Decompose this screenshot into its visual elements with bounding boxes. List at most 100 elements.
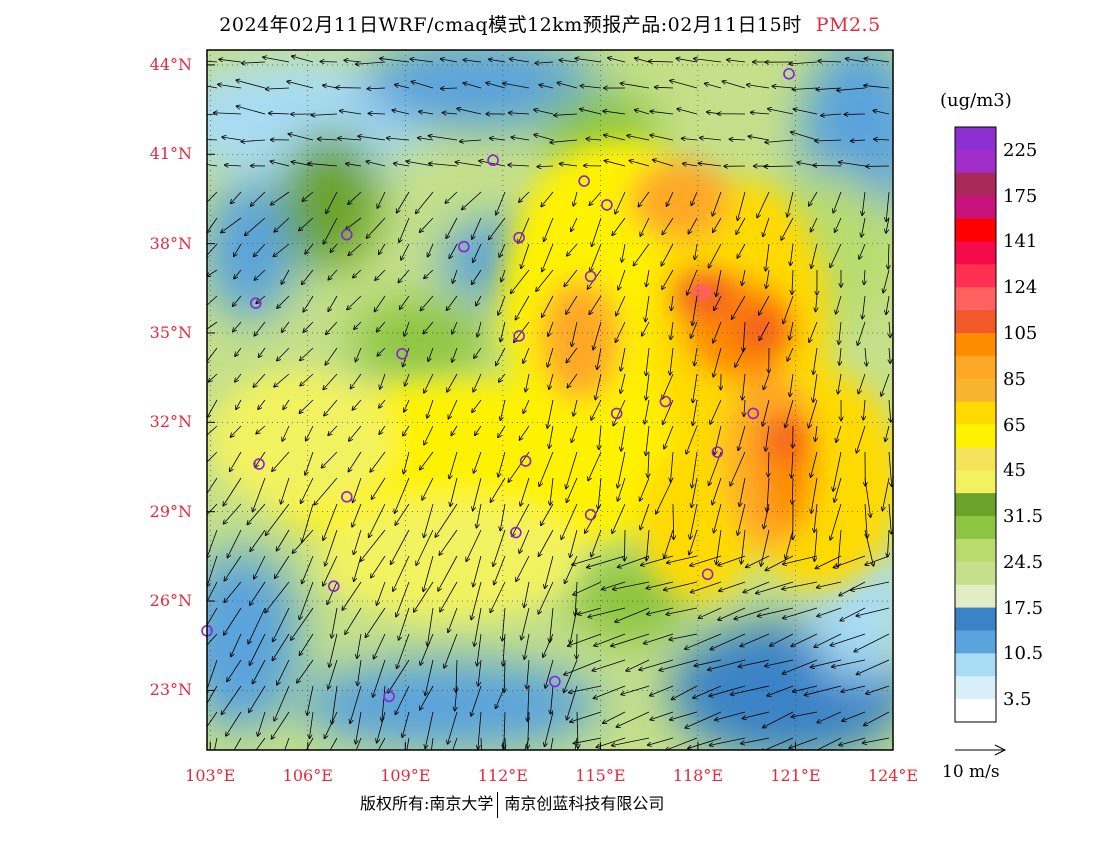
wind-vector <box>589 191 602 205</box>
wind-vector <box>713 217 722 232</box>
wind-vector <box>543 633 554 657</box>
wind-vector <box>669 633 698 640</box>
wind-vector <box>791 711 818 717</box>
wind-vector <box>832 659 866 667</box>
wind-vector <box>510 59 530 63</box>
wind-vector <box>716 269 722 296</box>
wind-vector <box>590 243 602 272</box>
wind-vector <box>429 136 458 141</box>
wind-vector <box>646 529 650 560</box>
wind-vector <box>338 138 362 140</box>
wind-vector <box>300 373 314 386</box>
wind-vector <box>425 711 434 748</box>
wind-vector <box>534 110 554 115</box>
wind-vector <box>765 555 794 570</box>
wind-vector <box>613 581 650 589</box>
wind-vector <box>864 269 865 284</box>
wind-vector <box>223 477 242 506</box>
wind-vector <box>648 737 674 745</box>
wind-vector <box>690 555 722 566</box>
wind-reference-arrow <box>955 744 1007 756</box>
wind-vector <box>691 581 722 592</box>
wind-vector <box>503 633 505 666</box>
wind-vector <box>398 269 410 282</box>
wind-vector <box>863 737 890 743</box>
wind-vector <box>791 633 818 646</box>
wind-vector <box>598 477 602 509</box>
wind-vector <box>440 581 458 612</box>
wind-vector <box>738 659 770 667</box>
wind-vector <box>473 373 482 392</box>
wind-vector <box>354 555 362 581</box>
wind-vector <box>545 555 554 588</box>
wind-vector <box>691 477 698 507</box>
wind-vector <box>792 269 793 294</box>
station-marker <box>659 395 672 408</box>
wind-vector <box>236 80 266 89</box>
wind-vector <box>640 217 650 236</box>
wind-vector <box>783 607 818 618</box>
colorbar-swatch <box>955 561 996 586</box>
wind-vector <box>873 111 890 115</box>
wind-vector <box>480 737 482 750</box>
wind-vector <box>695 243 697 259</box>
wind-vector <box>534 135 554 141</box>
wind-vector <box>438 555 458 591</box>
wind-vector <box>221 685 242 714</box>
wind-vector <box>249 633 266 665</box>
wind-vector <box>633 243 650 266</box>
wind-vector <box>536 269 554 291</box>
wind-vector <box>521 243 530 268</box>
wind-vector <box>687 269 698 295</box>
wind-vector <box>300 347 314 360</box>
wind-vector <box>790 373 794 396</box>
wind-vector <box>595 373 602 399</box>
wind-vector <box>500 503 506 530</box>
wind-vector <box>663 399 674 424</box>
wind-vector <box>372 477 386 499</box>
wind-vector <box>748 136 770 141</box>
wind-vector <box>435 503 458 537</box>
wind-vector <box>841 685 866 692</box>
wind-vector <box>851 581 890 590</box>
wind-vector <box>371 555 386 578</box>
wind-vector <box>864 58 890 63</box>
wind-vector <box>302 191 314 201</box>
wind-vector <box>727 60 746 62</box>
wind-vector <box>886 295 890 314</box>
wind-vector <box>365 607 386 637</box>
wind-vector <box>615 191 626 214</box>
wind-vector <box>332 685 338 724</box>
wind-vector <box>688 217 698 234</box>
wind-vector <box>498 451 506 477</box>
wind-vector <box>692 451 698 488</box>
wind-vector <box>323 373 338 389</box>
colorbar-swatch <box>955 538 996 563</box>
wind-vector <box>770 633 794 646</box>
colorbar-swatch <box>955 493 996 517</box>
wind-vector <box>766 243 770 271</box>
wind-vector <box>404 321 410 336</box>
wind-vector <box>569 685 602 693</box>
wind-vector <box>512 503 530 536</box>
wind-vector <box>626 659 650 671</box>
wind-vector <box>395 477 410 513</box>
wind-vector <box>612 217 626 235</box>
wind-vector <box>621 347 626 371</box>
wind-vector <box>813 165 842 166</box>
wind-vector <box>420 685 434 710</box>
wind-vector <box>811 243 818 268</box>
station-marker <box>396 348 408 360</box>
wind-vector <box>564 659 602 675</box>
wind-vector <box>715 711 746 720</box>
wind-vector <box>722 81 746 89</box>
wind-vector <box>242 62 266 63</box>
wind-vector <box>377 711 386 743</box>
station-marker <box>383 690 395 703</box>
wind-vector <box>224 555 242 581</box>
station-marker <box>510 526 522 539</box>
wind-vector <box>472 217 482 239</box>
longitude-label: 112°E <box>477 766 528 785</box>
wind-vector <box>541 191 554 207</box>
wind-vector <box>473 243 482 262</box>
